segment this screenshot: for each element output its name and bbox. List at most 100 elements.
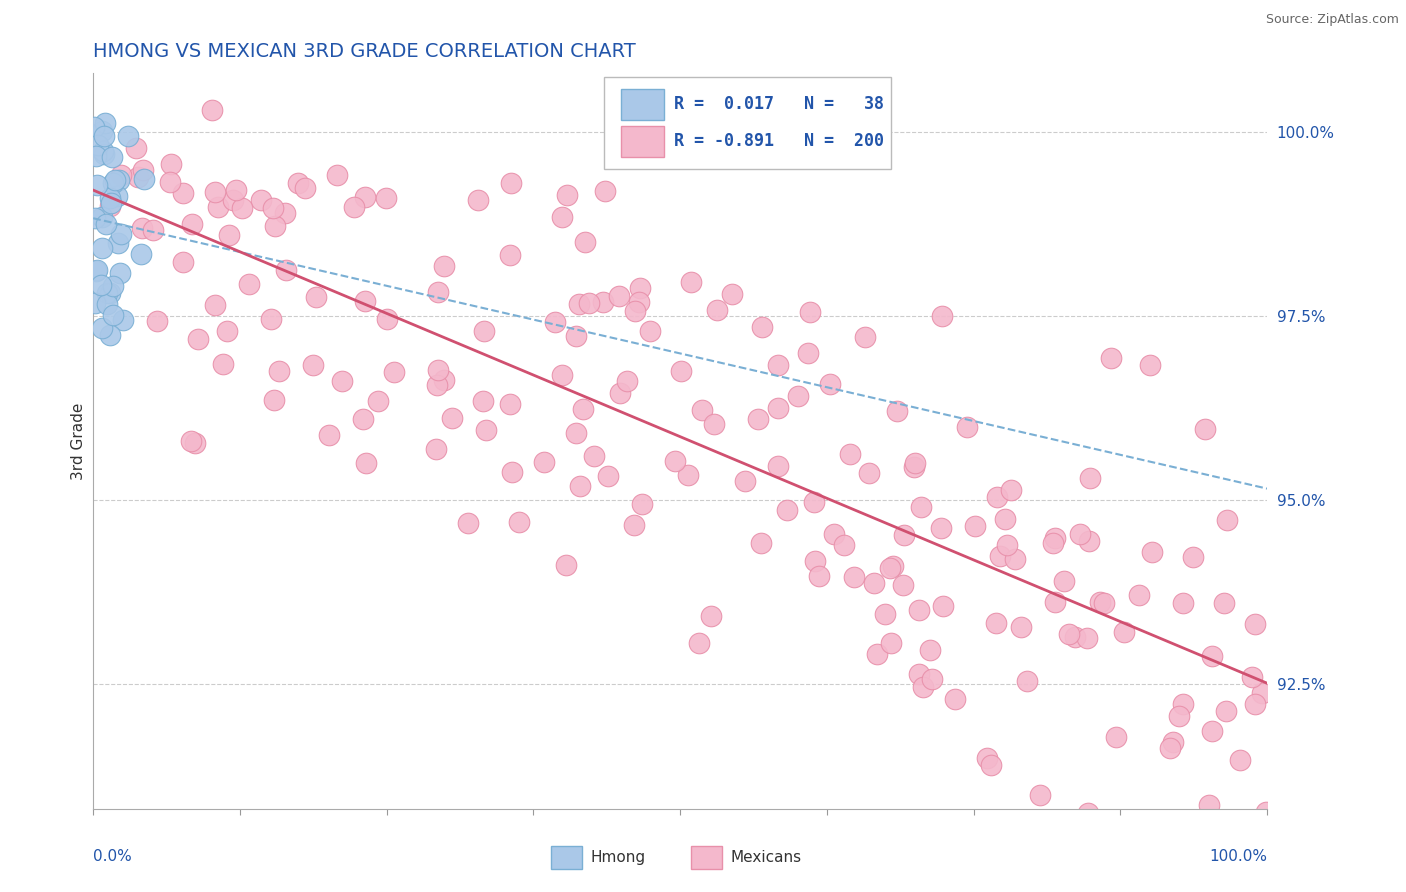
- Mexicans: [425, 442, 447, 456]
- Mexicans: [146, 314, 169, 328]
- Mexicans: [858, 467, 880, 481]
- Hmong: [86, 178, 108, 193]
- Mexicans: [640, 325, 662, 339]
- Text: 100.0%: 100.0%: [1209, 849, 1267, 864]
- Mexicans: [426, 377, 449, 392]
- Mexicans: [211, 357, 233, 371]
- Mexicans: [374, 191, 396, 205]
- Mexicans: [287, 177, 309, 191]
- Mexicans: [204, 185, 226, 199]
- Mexicans: [1004, 552, 1026, 566]
- Mexicans: [269, 364, 291, 378]
- Text: R = -0.891   N =  200: R = -0.891 N = 200: [675, 132, 884, 150]
- Mexicans: [882, 558, 904, 573]
- Mexicans: [980, 758, 1002, 772]
- Mexicans: [375, 312, 398, 326]
- Mexicans: [160, 157, 183, 171]
- Hmong: [91, 124, 114, 138]
- Mexicans: [721, 286, 744, 301]
- Mexicans: [631, 497, 654, 511]
- Hmong: [84, 149, 107, 163]
- Hmong: [91, 210, 114, 224]
- Text: 0.0%: 0.0%: [93, 849, 132, 864]
- Hmong: [94, 218, 117, 232]
- Mexicans: [276, 263, 298, 277]
- Mexicans: [1099, 351, 1122, 365]
- Mexicans: [551, 368, 574, 382]
- Mexicans: [471, 394, 494, 409]
- Mexicans: [787, 389, 810, 403]
- Mexicans: [1216, 513, 1239, 527]
- Mexicans: [180, 218, 202, 232]
- Hmong: [105, 189, 128, 203]
- Mexicans: [598, 469, 620, 483]
- Hmong: [104, 172, 127, 186]
- Mexicans: [862, 576, 884, 591]
- Mexicans: [751, 319, 773, 334]
- Mexicans: [578, 296, 600, 310]
- Text: Mexicans: Mexicans: [731, 850, 801, 864]
- Mexicans: [1105, 730, 1128, 744]
- Hmong: [101, 308, 124, 322]
- Mexicans: [262, 201, 284, 215]
- Mexicans: [250, 194, 273, 208]
- Hmong: [86, 262, 108, 277]
- Mexicans: [356, 456, 378, 470]
- Mexicans: [1078, 471, 1101, 485]
- Mexicans: [1000, 483, 1022, 497]
- Y-axis label: 3rd Grade: 3rd Grade: [72, 402, 86, 480]
- Mexicans: [238, 277, 260, 292]
- Mexicans: [131, 162, 153, 177]
- Mexicans: [263, 219, 285, 234]
- Mexicans: [832, 539, 855, 553]
- Mexicans: [776, 503, 799, 517]
- Mexicans: [1069, 526, 1091, 541]
- Mexicans: [799, 305, 821, 319]
- Mexicans: [628, 281, 651, 295]
- Mexicans: [1198, 798, 1220, 813]
- Mexicans: [1010, 619, 1032, 633]
- Mexicans: [984, 615, 1007, 630]
- Mexicans: [994, 512, 1017, 526]
- Mexicans: [807, 568, 830, 582]
- Mexicans: [1043, 531, 1066, 545]
- Mexicans: [172, 186, 194, 201]
- Mexicans: [225, 183, 247, 197]
- Mexicans: [180, 434, 202, 449]
- Hmong: [94, 116, 117, 130]
- Mexicans: [624, 304, 647, 318]
- Mexicans: [1185, 813, 1208, 827]
- Mexicans: [595, 184, 617, 198]
- Mexicans: [583, 449, 606, 463]
- Mexicans: [142, 223, 165, 237]
- Mexicans: [920, 643, 942, 657]
- Mexicans: [1140, 544, 1163, 558]
- Mexicans: [1059, 627, 1081, 641]
- Mexicans: [1088, 595, 1111, 609]
- Mexicans: [766, 358, 789, 372]
- Mexicans: [571, 401, 593, 416]
- Mexicans: [609, 386, 631, 401]
- Mexicans: [616, 374, 638, 388]
- Mexicans: [222, 193, 245, 207]
- Hmong: [83, 120, 105, 135]
- Hmong: [93, 146, 115, 161]
- Mexicans: [664, 454, 686, 468]
- Mexicans: [354, 294, 377, 309]
- Hmong: [87, 138, 110, 153]
- Mexicans: [988, 549, 1011, 563]
- Mexicans: [690, 402, 713, 417]
- Mexicans: [607, 289, 630, 303]
- Mexicans: [110, 169, 132, 183]
- Mexicans: [467, 193, 489, 207]
- Mexicans: [592, 295, 614, 310]
- Hmong: [107, 235, 129, 250]
- Hmong: [101, 176, 124, 190]
- Mexicans: [1171, 698, 1194, 712]
- Mexicans: [1243, 617, 1265, 632]
- Mexicans: [564, 329, 586, 343]
- Mexicans: [669, 364, 692, 378]
- Hmong: [103, 279, 125, 293]
- Hmong: [110, 227, 132, 242]
- Mexicans: [1167, 708, 1189, 723]
